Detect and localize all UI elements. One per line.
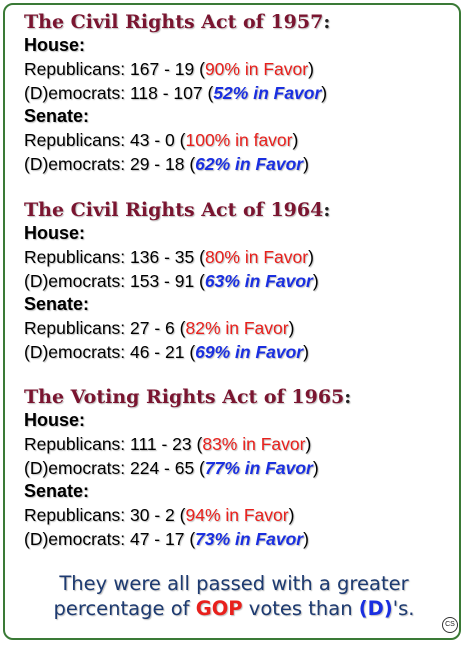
house-label-text: House	[24, 223, 80, 243]
section-title: The Civil Rights Act of 1957:	[24, 10, 330, 34]
footer-suffix: 's.	[392, 597, 415, 620]
senate-label-text: Senate	[24, 481, 84, 501]
section-title: The Civil Rights Act of 1964:	[24, 198, 330, 222]
section-title: The Voting Rights Act of 1965:	[24, 385, 351, 409]
label-colon: :	[83, 294, 90, 314]
house-label: House:	[24, 34, 330, 57]
title-colon: :	[323, 11, 331, 33]
dem-count: (D)emocrats: 118 - 107 (	[24, 83, 214, 103]
house-democrats-row: (D)emocrats: 118 - 107 (52% in Favor)	[24, 81, 330, 105]
rep-percent: 83% in Favor	[202, 434, 306, 454]
close-paren: )	[305, 434, 312, 454]
close-paren: )	[288, 318, 295, 338]
rep-percent: 80% in Favor	[204, 247, 309, 267]
footer-middle: votes than	[242, 597, 359, 620]
dem-percent: 63% in Favor	[204, 271, 313, 291]
close-paren: )	[303, 529, 309, 549]
title-text: The Civil Rights Act of 1957	[24, 11, 324, 33]
dem-percent: 73% in Favor	[195, 529, 304, 549]
info-card	[3, 3, 461, 640]
senate-democrats-row: (D)emocrats: 47 - 17 (73% in Favor)	[24, 527, 351, 551]
dem-count: (D)emocrats: 29 - 18 (	[24, 154, 196, 174]
house-republicans-row: Republicans: 136 - 35 (80% in Favor)	[24, 245, 330, 269]
rep-percent: 94% in Favor	[185, 505, 289, 525]
footer-line-1: They were all passed with a greater	[59, 572, 409, 595]
section-civil-rights-1964: The Civil Rights Act of 1964: House: Rep…	[24, 198, 330, 364]
house-label: House:	[24, 409, 351, 432]
close-paren: )	[308, 59, 314, 79]
dem-count: (D)emocrats: 153 - 91 (	[24, 271, 205, 291]
close-paren: )	[292, 130, 299, 150]
close-paren: )	[303, 154, 309, 174]
rep-count: Republicans: 111 - 23 (	[24, 434, 203, 454]
house-republicans-row: Republicans: 111 - 23 (83% in Favor)	[24, 432, 351, 456]
house-label-text: House	[24, 410, 80, 430]
senate-democrats-row: (D)emocrats: 29 - 18 (62% in Favor)	[24, 152, 330, 176]
senate-label-text: Senate	[24, 294, 84, 314]
senate-republicans-row: Republicans: 30 - 2 (94% in Favor)	[24, 503, 351, 527]
rep-count: Republicans: 136 - 35 (	[24, 247, 205, 267]
house-label-text: House	[24, 35, 80, 55]
senate-label: Senate:	[24, 105, 330, 128]
footer-statement: They were all passed with a greater perc…	[0, 571, 468, 621]
senate-republicans-row: Republicans: 43 - 0 (100% in favor)	[24, 128, 330, 152]
dem-mark: (D)	[358, 597, 393, 620]
close-paren: )	[312, 271, 319, 291]
dem-count: (D)emocrats: 47 - 17 (	[24, 529, 196, 549]
dem-percent: 69% in Favor	[195, 342, 304, 362]
dem-count: (D)emocrats: 224 - 65 (	[24, 458, 205, 478]
close-paren: )	[321, 83, 328, 103]
rep-count: Republicans: 30 - 2 (	[24, 505, 186, 525]
house-democrats-row: (D)emocrats: 153 - 91 (63% in Favor)	[24, 269, 330, 293]
rep-percent: 100% in favor	[185, 130, 293, 150]
footer-line-2: percentage of GOP votes than (D)'s.	[0, 596, 468, 621]
dem-percent: 77% in Favor	[204, 458, 313, 478]
section-civil-rights-1957: The Civil Rights Act of 1957: House: Rep…	[24, 10, 330, 176]
senate-republicans-row: Republicans: 27 - 6 (82% in Favor)	[24, 316, 330, 340]
dem-percent: 62% in Favor	[195, 154, 304, 174]
house-democrats-row: (D)emocrats: 224 - 65 (77% in Favor)	[24, 456, 351, 480]
rep-count: Republicans: 43 - 0 (	[24, 130, 186, 150]
rep-count: Republicans: 27 - 6 (	[24, 318, 186, 338]
footer-prefix: percentage of	[53, 597, 196, 620]
cs-logo-badge: CS	[442, 617, 458, 633]
rep-percent: 90% in Favor	[204, 59, 309, 79]
dem-count: (D)emocrats: 46 - 21 (	[24, 342, 196, 362]
label-colon: :	[79, 223, 86, 243]
close-paren: )	[312, 458, 319, 478]
senate-democrats-row: (D)emocrats: 46 - 21 (69% in Favor)	[24, 340, 330, 364]
label-colon: :	[79, 410, 86, 430]
title-text: The Voting Rights Act of 1965	[24, 386, 345, 408]
label-colon: :	[83, 481, 90, 501]
dem-percent: 52% in Favor	[213, 83, 322, 103]
label-colon: :	[83, 106, 90, 126]
rep-percent: 82% in Favor	[185, 318, 289, 338]
title-colon: :	[344, 386, 352, 408]
senate-label: Senate:	[24, 480, 351, 503]
title-text: The Civil Rights Act of 1964	[24, 199, 324, 221]
rep-count: Republicans: 167 - 19 (	[24, 59, 205, 79]
title-colon: :	[323, 199, 331, 221]
senate-label-text: Senate	[24, 106, 84, 126]
section-voting-rights-1965: The Voting Rights Act of 1965: House: Re…	[24, 385, 351, 551]
house-republicans-row: Republicans: 167 - 19 (90% in Favor)	[24, 57, 330, 81]
gop-mark: GOP	[195, 597, 243, 620]
close-paren: )	[303, 342, 309, 362]
senate-label: Senate:	[24, 293, 330, 316]
house-label: House:	[24, 222, 330, 245]
label-colon: :	[79, 35, 86, 55]
close-paren: )	[288, 505, 295, 525]
close-paren: )	[308, 247, 314, 267]
